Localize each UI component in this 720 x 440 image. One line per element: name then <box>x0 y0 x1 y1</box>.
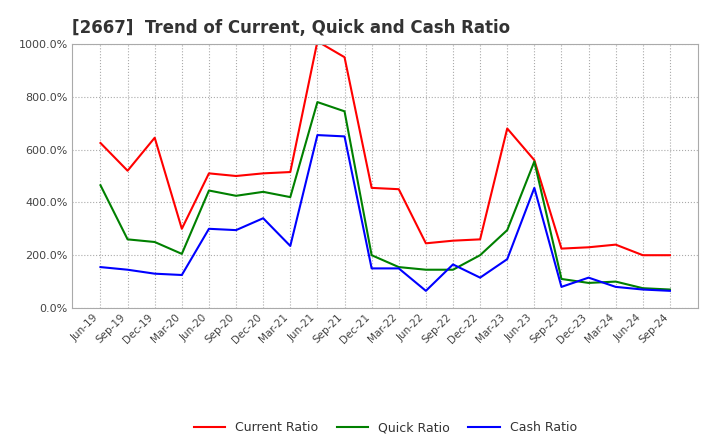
Cash Ratio <box>232 227 240 233</box>
Cash Ratio <box>286 243 294 249</box>
Legend: Current Ratio, Quick Ratio, Cash Ratio: Current Ratio, Quick Ratio, Cash Ratio <box>189 416 582 439</box>
Current Ratio <box>232 173 240 179</box>
Quick Ratio <box>557 276 566 282</box>
Text: [2667]  Trend of Current, Quick and Cash Ratio: [2667] Trend of Current, Quick and Cash … <box>72 19 510 37</box>
Current Ratio <box>449 238 457 243</box>
Current Ratio <box>395 187 403 192</box>
Quick Ratio <box>123 237 132 242</box>
Quick Ratio <box>232 193 240 198</box>
Quick Ratio <box>204 188 213 193</box>
Cash Ratio <box>150 271 159 276</box>
Cash Ratio <box>557 284 566 290</box>
Line: Cash Ratio: Cash Ratio <box>101 135 670 291</box>
Cash Ratio <box>449 262 457 267</box>
Current Ratio <box>204 171 213 176</box>
Quick Ratio <box>665 287 674 292</box>
Quick Ratio <box>421 267 430 272</box>
Current Ratio <box>557 246 566 251</box>
Current Ratio <box>123 168 132 173</box>
Cash Ratio <box>367 266 376 271</box>
Line: Current Ratio: Current Ratio <box>101 41 670 255</box>
Quick Ratio <box>286 194 294 200</box>
Current Ratio <box>367 185 376 191</box>
Cash Ratio <box>178 272 186 278</box>
Current Ratio <box>96 140 105 146</box>
Quick Ratio <box>449 267 457 272</box>
Cash Ratio <box>96 264 105 270</box>
Current Ratio <box>584 245 593 250</box>
Line: Quick Ratio: Quick Ratio <box>101 102 670 290</box>
Current Ratio <box>178 226 186 231</box>
Cash Ratio <box>503 257 511 262</box>
Quick Ratio <box>611 279 620 284</box>
Cash Ratio <box>584 275 593 280</box>
Cash Ratio <box>395 266 403 271</box>
Quick Ratio <box>584 280 593 286</box>
Current Ratio <box>421 241 430 246</box>
Current Ratio <box>639 253 647 258</box>
Cash Ratio <box>421 288 430 293</box>
Current Ratio <box>286 169 294 175</box>
Quick Ratio <box>96 183 105 188</box>
Cash Ratio <box>204 226 213 231</box>
Current Ratio <box>503 126 511 131</box>
Current Ratio <box>313 39 322 44</box>
Current Ratio <box>476 237 485 242</box>
Current Ratio <box>341 55 349 60</box>
Quick Ratio <box>259 189 268 194</box>
Cash Ratio <box>639 287 647 292</box>
Current Ratio <box>150 135 159 140</box>
Current Ratio <box>611 242 620 247</box>
Quick Ratio <box>639 286 647 291</box>
Cash Ratio <box>611 284 620 290</box>
Current Ratio <box>259 171 268 176</box>
Cash Ratio <box>665 288 674 293</box>
Quick Ratio <box>341 109 349 114</box>
Current Ratio <box>530 158 539 163</box>
Quick Ratio <box>313 99 322 105</box>
Cash Ratio <box>313 132 322 138</box>
Cash Ratio <box>530 185 539 191</box>
Quick Ratio <box>530 159 539 164</box>
Quick Ratio <box>395 264 403 270</box>
Cash Ratio <box>259 216 268 221</box>
Quick Ratio <box>476 253 485 258</box>
Cash Ratio <box>476 275 485 280</box>
Quick Ratio <box>178 251 186 257</box>
Current Ratio <box>665 253 674 258</box>
Quick Ratio <box>150 239 159 245</box>
Cash Ratio <box>123 267 132 272</box>
Cash Ratio <box>341 134 349 139</box>
Quick Ratio <box>367 253 376 258</box>
Quick Ratio <box>503 227 511 233</box>
